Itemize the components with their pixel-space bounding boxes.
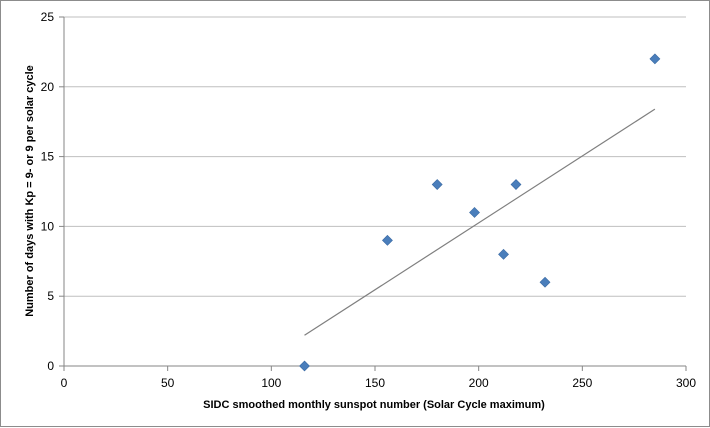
x-tick-label: 300	[676, 376, 696, 390]
axes	[59, 16, 687, 371]
data-point	[510, 179, 522, 190]
data-point	[469, 207, 480, 218]
x-tick-label: 50	[161, 376, 175, 390]
trendline-group	[304, 108, 656, 336]
y-tick-label: 5	[47, 289, 54, 303]
data-point	[299, 360, 310, 372]
y-tick-label: 10	[41, 219, 55, 233]
y-axis-title: Number of days with Kp = 9- or 9 per sol…	[24, 65, 36, 317]
data-point	[498, 248, 509, 260]
trendline	[304, 108, 656, 336]
x-tick-label: 100	[261, 376, 281, 390]
data-point	[382, 234, 393, 246]
y-tick-label: 25	[41, 10, 55, 24]
y-tick-label: 20	[41, 80, 55, 94]
y-tick-label: 0	[47, 359, 54, 373]
data-points	[299, 53, 661, 372]
gridlines	[64, 16, 686, 297]
data-point	[649, 53, 661, 65]
data-point	[539, 276, 551, 288]
x-tick-label: 150	[365, 376, 385, 390]
data-point	[431, 179, 443, 190]
x-tick-label: 200	[469, 376, 489, 390]
x-tick-label: 0	[61, 376, 68, 390]
x-tick-label: 250	[572, 376, 592, 390]
x-axis-title: SIDC smoothed monthly sunspot number (So…	[203, 399, 545, 411]
y-tick-label: 15	[41, 150, 55, 164]
